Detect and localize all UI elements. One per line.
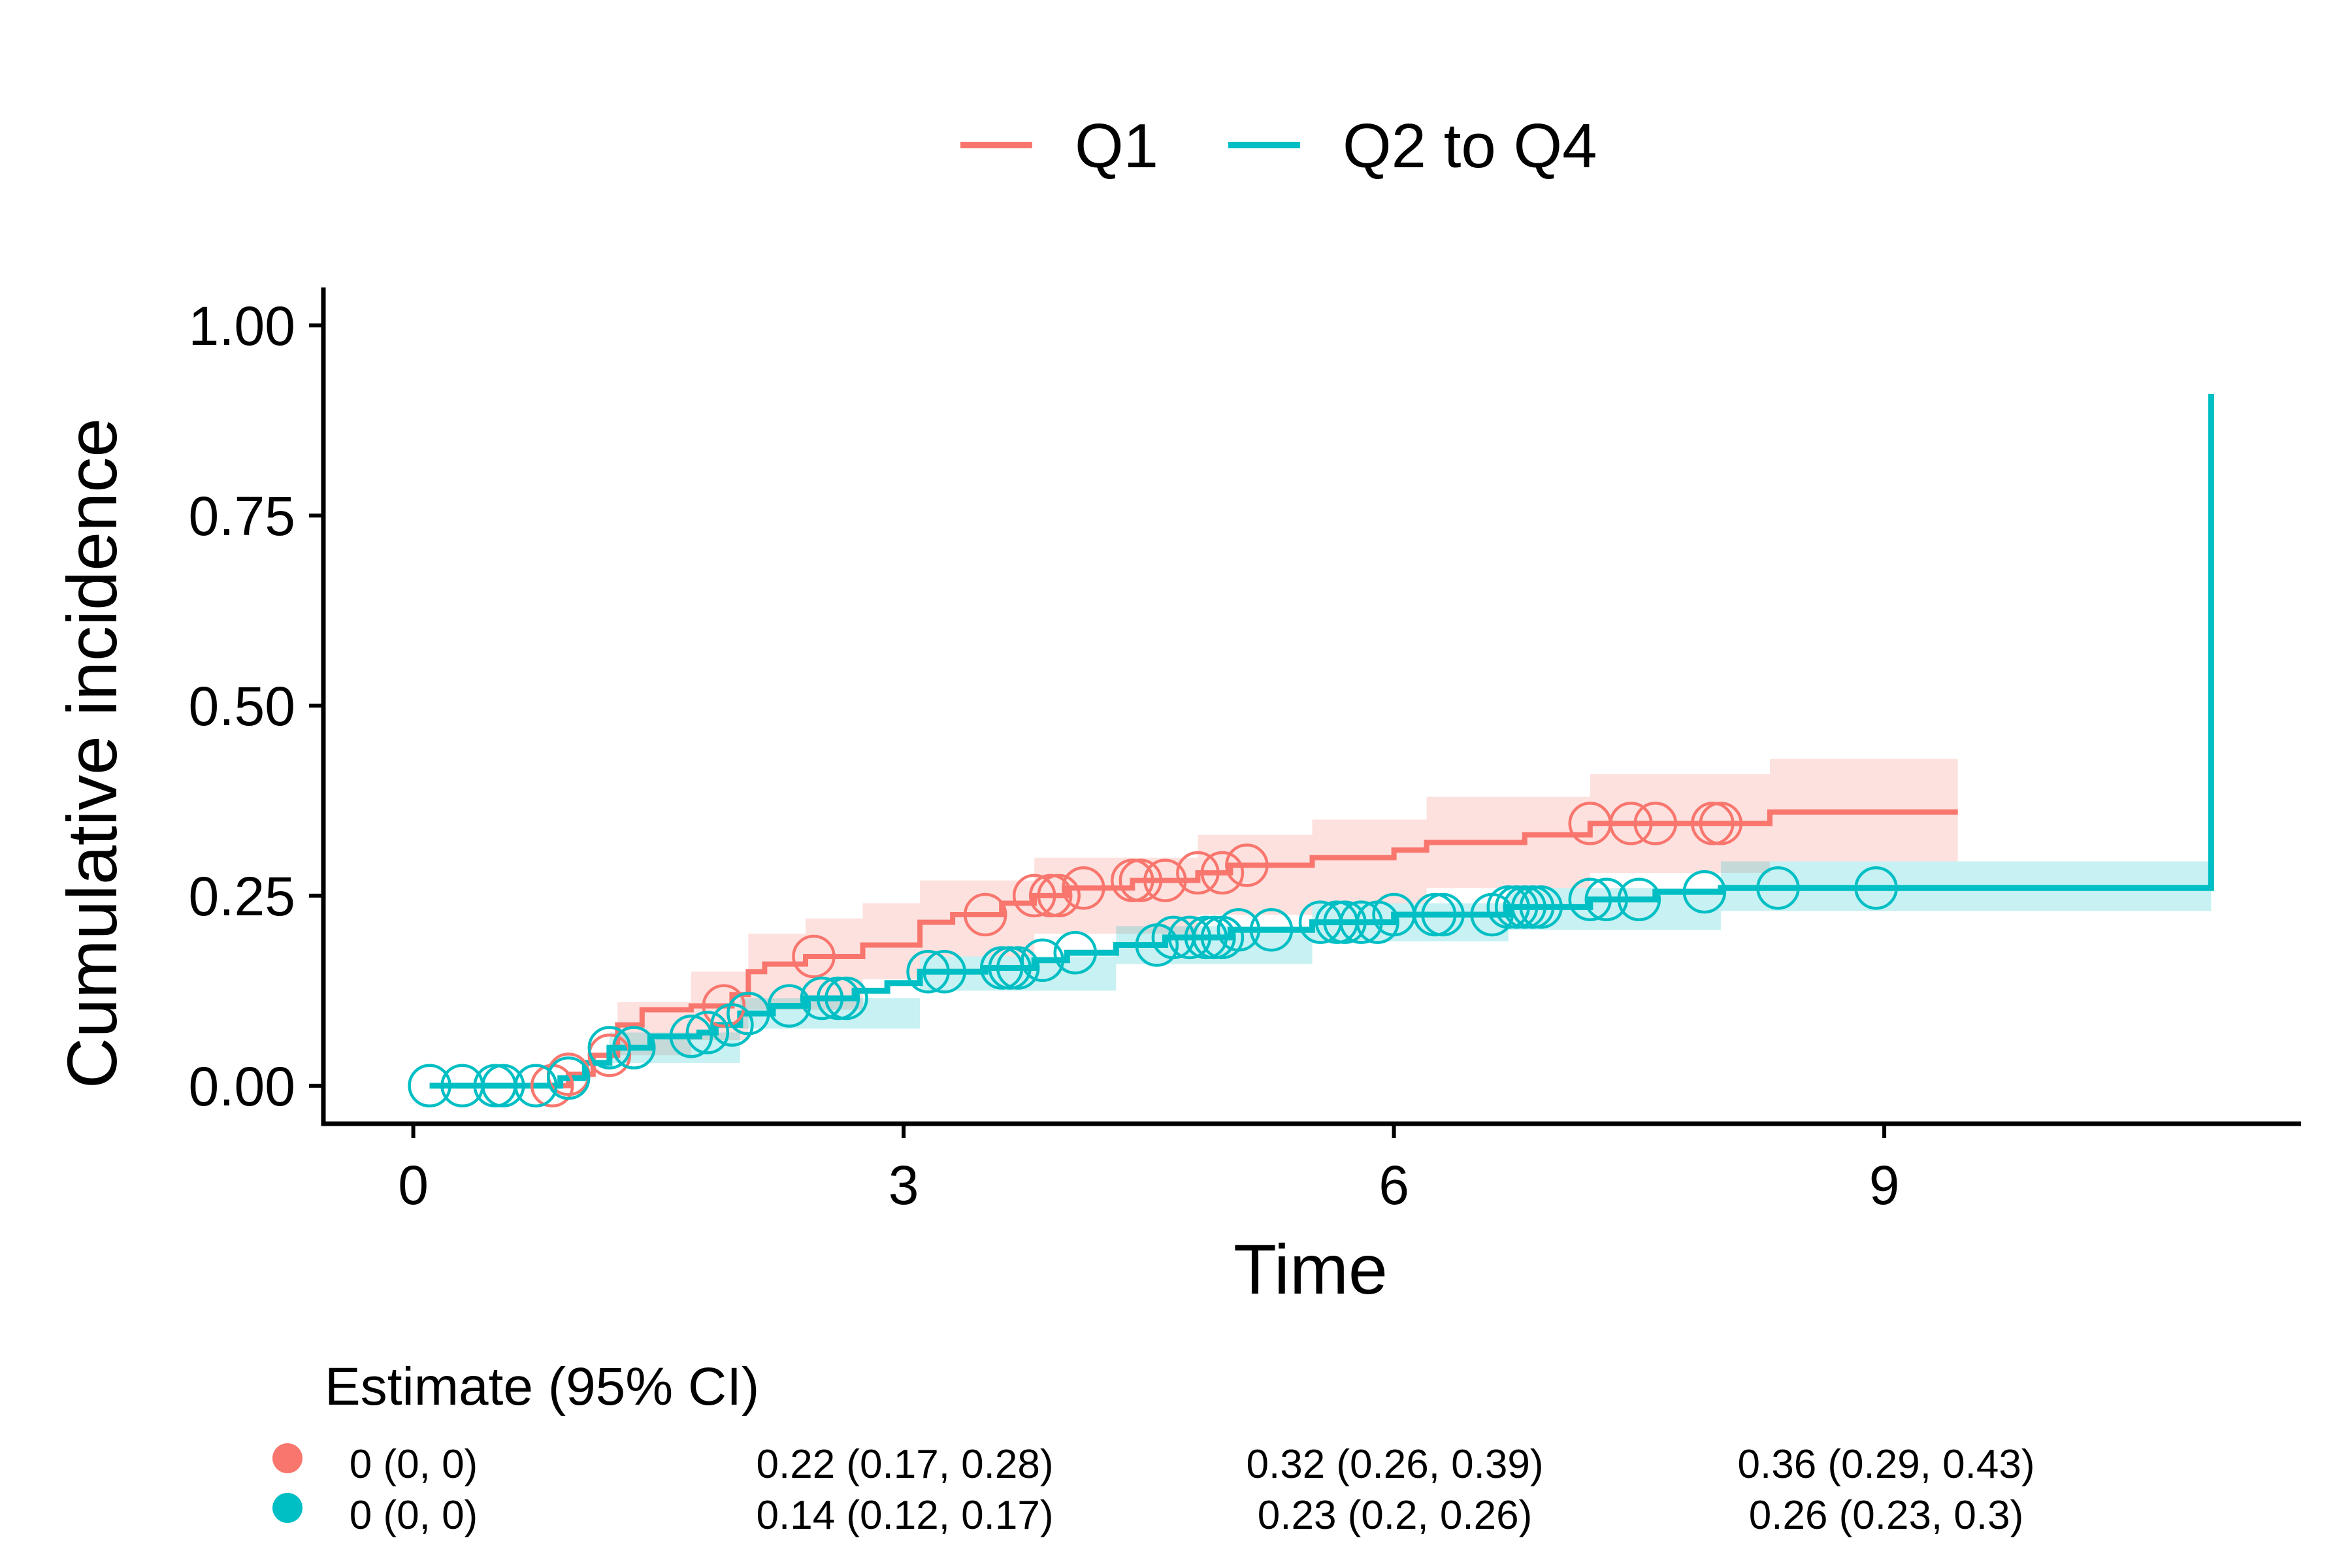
censor-point-q2-to-q4 (1854, 866, 1898, 910)
censor-point-q2-to-q4 (1503, 885, 1546, 929)
censor-point-q2-to-q4 (1339, 900, 1383, 944)
censor-point-q2-to-q4 (481, 1064, 525, 1108)
legend: Q1 Q2 to Q4 (960, 111, 1597, 181)
curve-q2-to-q4 (429, 393, 2214, 1089)
censor-point-q2-to-q4 (1217, 908, 1261, 952)
censor-point-q2-to-q4 (1511, 885, 1555, 929)
censor-point-q2-to-q4 (710, 1003, 754, 1047)
censor-point-q1 (1119, 858, 1163, 902)
censor-point-q2-to-q4 (685, 1011, 730, 1054)
censor-point-q2-to-q4 (996, 946, 1040, 990)
estimate-cell: 0 (0, 0) (350, 1442, 478, 1487)
censor-point-q2-to-q4 (906, 950, 950, 994)
censor-point-q1 (1200, 851, 1245, 895)
censor-point-q1 (1037, 874, 1081, 918)
censor-point-q1 (1691, 802, 1735, 845)
censor-point-q2-to-q4 (1413, 892, 1457, 937)
censor-point-q2-to-q4 (1494, 885, 1539, 929)
x-ticks: 0 3 6 9 (398, 1124, 1899, 1216)
censor-point-q2-to-q4 (1021, 938, 1064, 983)
censor-point-q2-to-q4 (1519, 885, 1563, 929)
censor-point-q2-to-q4 (1568, 877, 1612, 921)
x-tick-label: 0 (398, 1154, 429, 1216)
censor-point-q2-to-q4 (825, 976, 868, 1021)
censor-point-q2-to-q4 (800, 976, 844, 1021)
x-axis-title: Time (1233, 1230, 1388, 1309)
censor-point-q2-to-q4 (1249, 908, 1294, 952)
curve-q1 (429, 809, 1958, 1088)
y-axis-title: Cumulative incidence (52, 418, 131, 1089)
censor-point-q2-to-q4 (612, 1026, 656, 1070)
censor-point-q2-to-q4 (988, 946, 1032, 990)
censor-point-q2-to-q4 (546, 1056, 591, 1100)
censor-point-q2-to-q4 (1184, 915, 1228, 960)
censor-markers (408, 802, 1898, 1108)
censor-point-q1 (1176, 851, 1220, 895)
censor-point-q2-to-q4 (1323, 900, 1367, 944)
censor-point-q1 (1062, 866, 1105, 910)
censor-point-q1 (1699, 802, 1743, 845)
estimate-table: Estimate (95% CI) 0 (0, 0) 0.22 (0.17, 0… (272, 1357, 2034, 1538)
censor-point-q2-to-q4 (979, 946, 1024, 990)
estimate-table-title: Estimate (95% CI) (325, 1357, 759, 1416)
censor-point-q2-to-q4 (587, 1026, 632, 1070)
estimate-cell: 0.22 (0.17, 0.28) (757, 1442, 1054, 1487)
x-tick-label: 6 (1379, 1154, 1409, 1216)
censor-point-q2-to-q4 (1584, 877, 1629, 921)
censor-point-q2-to-q4 (1421, 892, 1465, 937)
curve-lines (429, 393, 2214, 1089)
censor-point-q1 (702, 984, 746, 1028)
y-tick-label: 1.00 (189, 295, 296, 357)
censor-point-q1 (1028, 874, 1073, 918)
estimate-cell: 0.26 (0.23, 0.3) (1749, 1493, 2024, 1538)
censor-point-q1 (1111, 858, 1154, 902)
censor-point-q1 (792, 934, 836, 979)
censor-point-q2-to-q4 (1168, 915, 1212, 960)
estimate-cell: 0 (0, 0) (350, 1493, 478, 1538)
censor-point-q2-to-q4 (1617, 877, 1661, 921)
censor-point-q2-to-q4 (1053, 930, 1098, 975)
estimate-cell: 0.32 (0.26, 0.39) (1247, 1442, 1544, 1487)
y-tick-label: 0.75 (189, 485, 296, 547)
estimate-cell: 0.14 (0.12, 0.17) (757, 1493, 1054, 1538)
y-ticks: 0.00 0.25 0.50 0.75 1.00 (189, 295, 323, 1117)
x-tick-label: 3 (889, 1154, 919, 1216)
censor-point-q1 (1143, 858, 1187, 902)
censor-point-q2-to-q4 (408, 1064, 451, 1108)
legend-label-q1: Q1 (1075, 111, 1158, 181)
censor-point-q1 (1609, 802, 1653, 845)
censor-point-q2-to-q4 (669, 1014, 713, 1058)
censor-point-q1 (1012, 874, 1056, 918)
x-tick-label: 9 (1869, 1154, 1900, 1216)
censor-point-q1 (1633, 802, 1678, 845)
censor-point-q2-to-q4 (1756, 866, 1800, 910)
y-tick-label: 0.50 (189, 676, 296, 737)
ci-band-q2-to-q4 (429, 861, 2212, 1086)
censor-point-q1 (1225, 843, 1269, 887)
censor-point-q2-to-q4 (514, 1064, 558, 1108)
estimate-row-marker-q2-to-q4 (272, 1493, 302, 1523)
censor-point-q2-to-q4 (1486, 885, 1530, 929)
censor-point-q2-to-q4 (1682, 870, 1727, 914)
censor-point-q1 (963, 892, 1007, 937)
y-tick-label: 0.00 (189, 1056, 296, 1117)
legend-label-q2-to-q4: Q2 to Q4 (1343, 111, 1597, 181)
estimate-cell: 0.36 (0.29, 0.43) (1738, 1442, 2035, 1487)
censor-point-q2-to-q4 (816, 976, 860, 1021)
censor-point-q2-to-q4 (1192, 915, 1236, 960)
censor-point-q2-to-q4 (727, 992, 770, 1036)
censor-point-q2-to-q4 (923, 950, 966, 994)
y-tick-label: 0.25 (189, 866, 296, 927)
censor-point-q2-to-q4 (767, 984, 811, 1028)
estimate-cell: 0.23 (0.2, 0.26) (1258, 1493, 1533, 1538)
estimate-row-marker-q1 (272, 1443, 302, 1473)
